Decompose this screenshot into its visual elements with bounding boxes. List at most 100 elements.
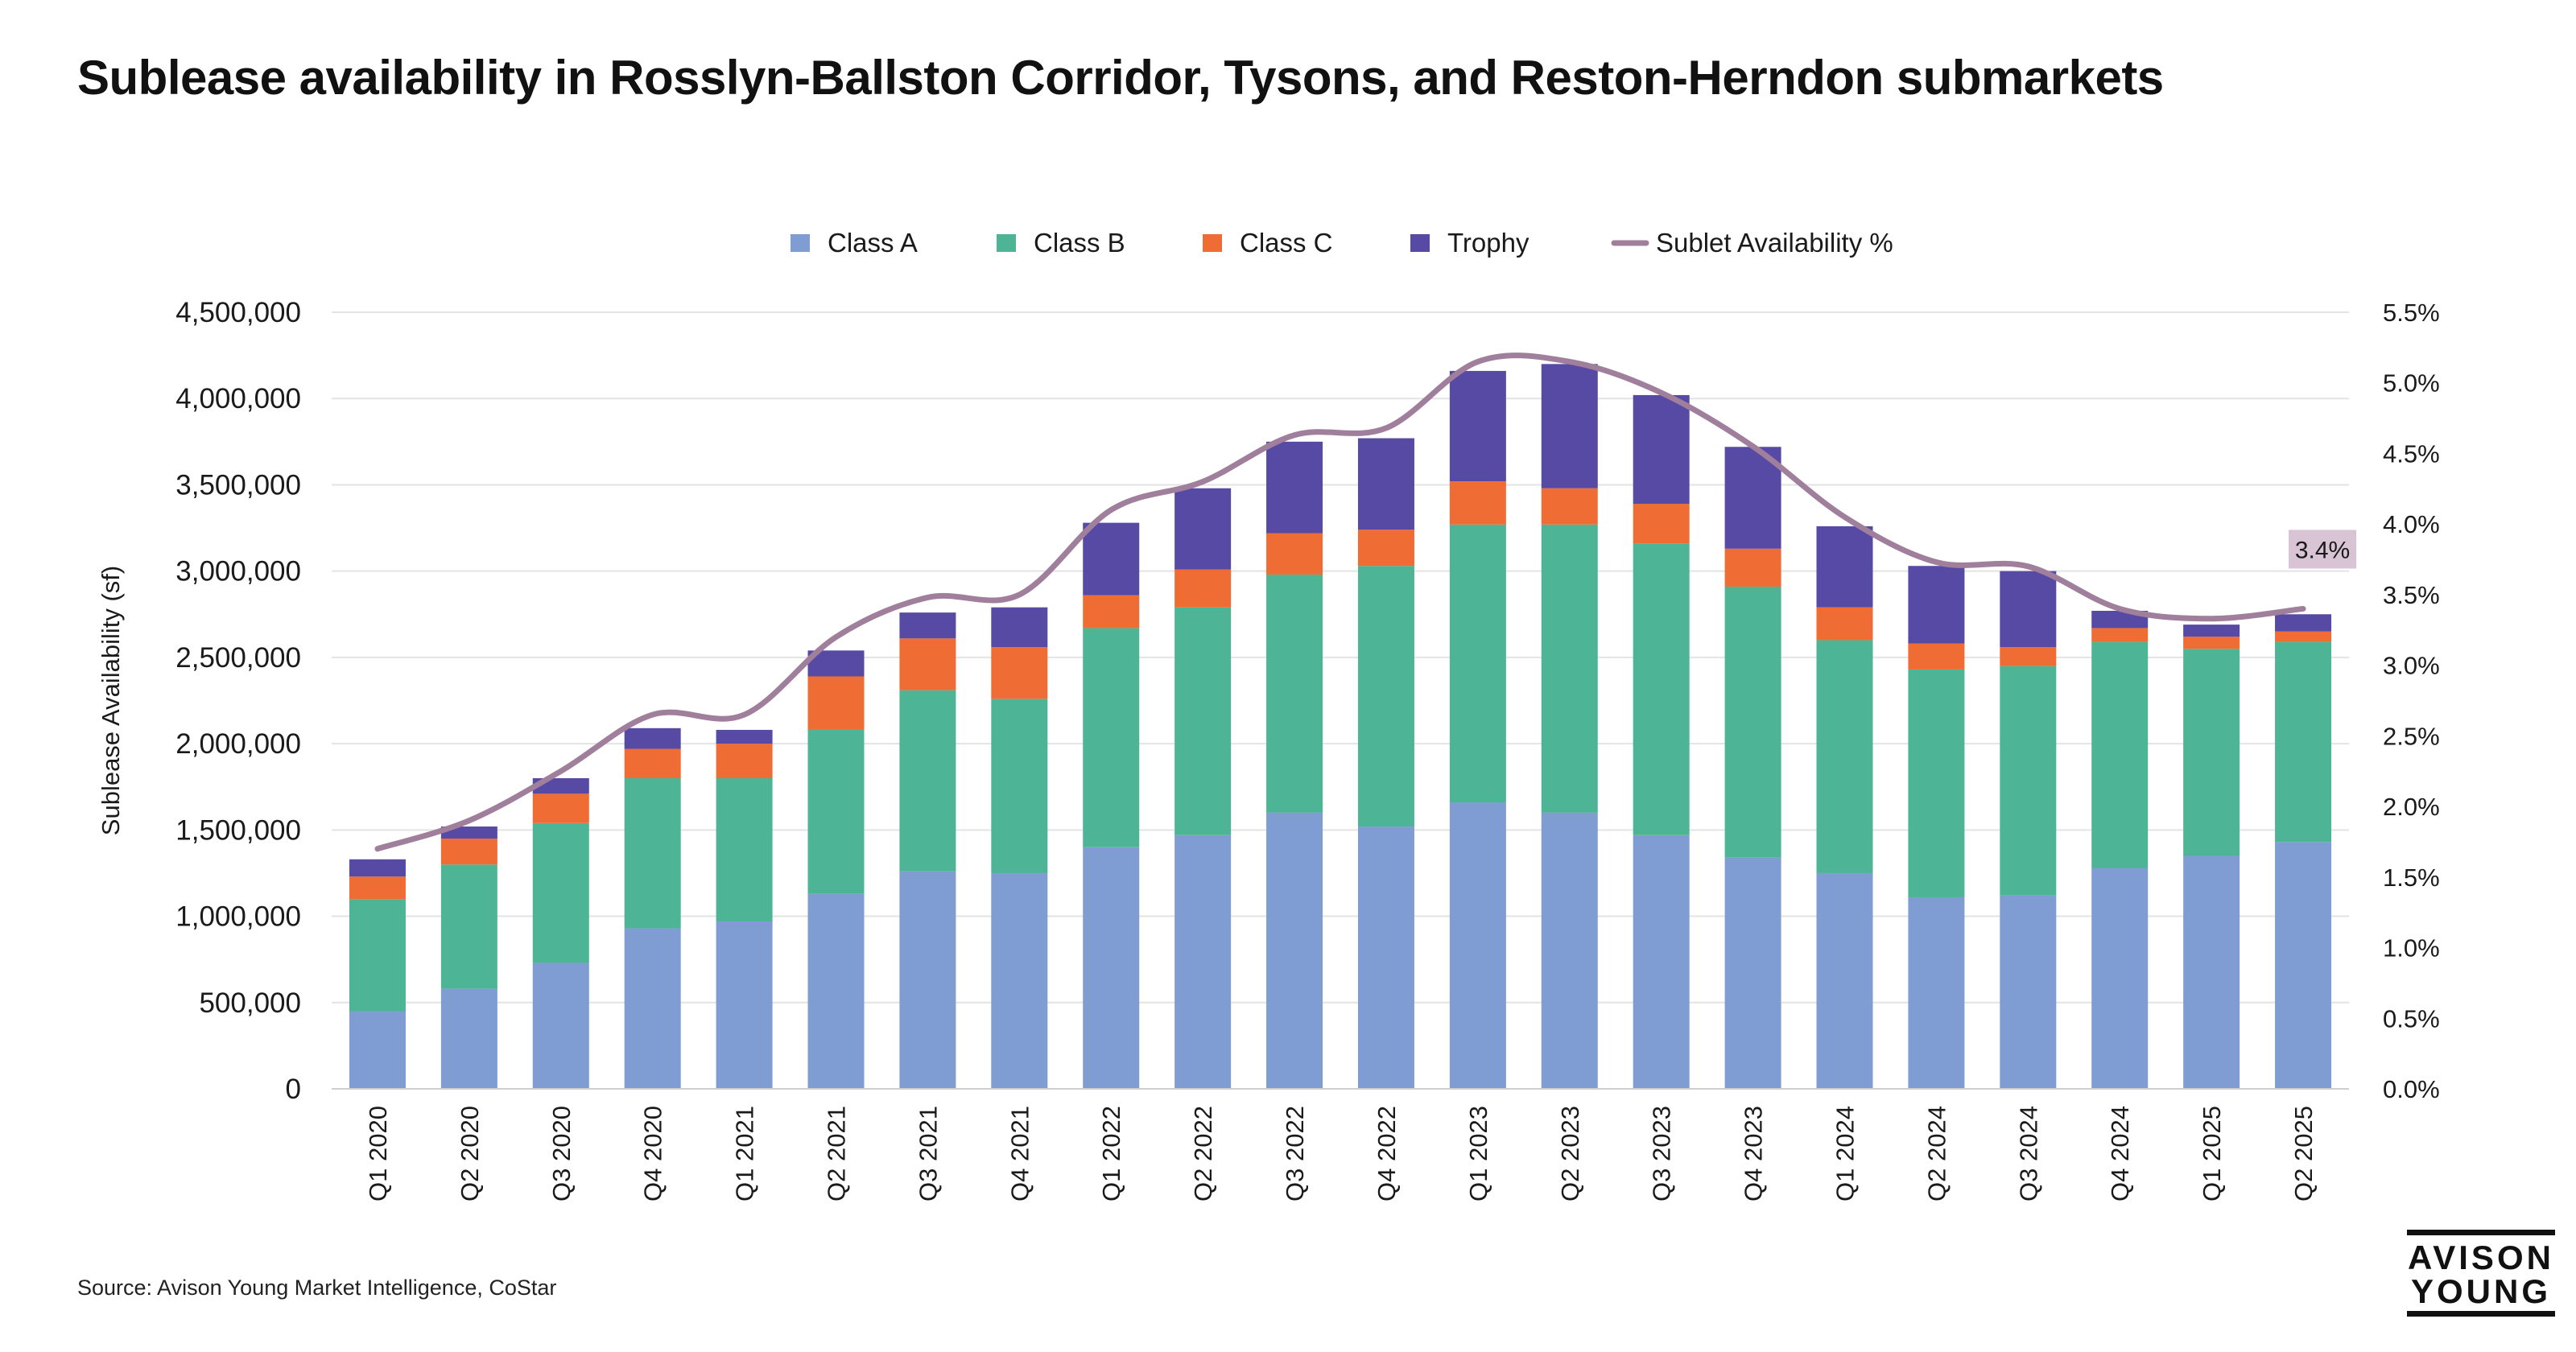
legend-label-class-b: Class B	[1034, 228, 1125, 258]
bar-class-a-q4-2023	[1724, 857, 1781, 1089]
x-tick-label: Q4 2023	[1740, 1106, 1768, 1202]
legend-label-trophy: Trophy	[1447, 228, 1530, 258]
y2-tick-label: 5.0%	[2383, 369, 2440, 398]
bar-class-b-q1-2021	[716, 778, 773, 921]
logo-word-2: YOUNG	[2410, 1272, 2551, 1310]
bar-class-b-q3-2020	[532, 822, 589, 963]
axes: 0 500,000 1,000,000 1,500,000 2,000,000 2,500…	[97, 297, 2440, 1202]
x-tick-label: Q4 2021	[1005, 1106, 1034, 1202]
bar-class-b-q3-2023	[1633, 543, 1690, 835]
bar-class-c-q1-2023	[1449, 481, 1506, 525]
y2-tick-label: 3.5%	[2383, 581, 2440, 609]
bar-class-a-q3-2023	[1633, 835, 1690, 1089]
chart-title: Sublease availability in Rosslyn-Ballsto…	[77, 51, 2164, 105]
x-tick-label: Q2 2023	[1556, 1106, 1584, 1202]
bar-class-c-q4-2021	[991, 647, 1048, 699]
bar-class-a-q3-2022	[1266, 812, 1323, 1089]
bar-class-b-q2-2024	[1908, 669, 1965, 897]
y2-tick-label: 1.5%	[2383, 864, 2440, 892]
bar-class-c-q1-2024	[1816, 607, 1873, 641]
bar-class-c-q1-2025	[2183, 637, 2240, 649]
bar-class-b-q4-2021	[991, 699, 1048, 873]
bar-class-a-q1-2025	[2183, 855, 2240, 1089]
bar-trophy-q3-2022	[1266, 441, 1323, 534]
bar-class-b-q4-2022	[1357, 566, 1414, 827]
bar-trophy-q1-2024	[1816, 526, 1873, 608]
bar-class-c-q3-2023	[1633, 504, 1690, 544]
avison-young-logo: AVISON YOUNG	[2407, 1230, 2555, 1317]
bar-class-c-q1-2020	[349, 876, 406, 900]
x-tick-label: Q2 2024	[1922, 1106, 1951, 1202]
y2-tick-label: 0.0%	[2383, 1075, 2440, 1103]
bar-class-a-q2-2025	[2275, 842, 2332, 1089]
sublet-availability-line	[374, 352, 2306, 852]
bar-class-c-q3-2020	[532, 793, 589, 823]
x-tick-label: Q1 2025	[2198, 1106, 2226, 1202]
bar-class-b-q2-2022	[1174, 607, 1232, 835]
y2-tick-label: 5.5%	[2383, 299, 2440, 327]
x-tick-label: Q1 2022	[1097, 1106, 1125, 1202]
bar-class-a-q4-2024	[2091, 868, 2149, 1089]
bar-class-c-q4-2020	[624, 748, 681, 778]
x-tick-label: Q2 2021	[823, 1106, 851, 1202]
bar-trophy-q3-2021	[899, 612, 956, 639]
y-tick-label: 2,500,000	[175, 642, 301, 674]
bar-trophy-q4-2021	[991, 607, 1048, 648]
bar-trophy-q3-2023	[1633, 394, 1690, 505]
bar-class-c-q2-2021	[807, 676, 865, 730]
annotation: 3.4%	[2289, 530, 2357, 569]
legend-label-class-a: Class A	[828, 228, 918, 258]
bar-class-c-q1-2022	[1083, 595, 1140, 629]
y-tick-label: 4,000,000	[175, 383, 301, 414]
x-tick-label: Q3 2024	[2014, 1106, 2042, 1202]
bar-class-c-q2-2024	[1908, 643, 1965, 670]
bar-class-b-q3-2024	[2000, 666, 2057, 896]
y-axis-title: Sublease Availability (sf)	[97, 566, 125, 835]
legend-swatch-class-c	[1203, 234, 1222, 252]
bar-class-a-q2-2024	[1908, 897, 1965, 1089]
x-tick-label: Q4 2020	[639, 1106, 667, 1202]
x-tick-label: Q2 2020	[456, 1106, 484, 1202]
bar-class-b-q4-2024	[2091, 641, 2149, 868]
bar-trophy-q2-2022	[1174, 488, 1232, 570]
y-tick-label: 3,000,000	[175, 556, 301, 587]
bar-class-a-q4-2020	[624, 928, 681, 1089]
x-tick-label: Q2 2025	[2289, 1106, 2318, 1202]
x-tick-label: Q1 2024	[1831, 1106, 1860, 1202]
bar-trophy-q4-2022	[1357, 438, 1414, 530]
y-tick-label: 3,500,000	[175, 469, 301, 501]
bar-trophy-q3-2024	[2000, 571, 2057, 648]
bar-class-a-q1-2021	[716, 921, 773, 1089]
x-tick-label: Q2 2022	[1189, 1106, 1217, 1202]
bar-class-a-q1-2023	[1449, 802, 1506, 1089]
bar-class-b-q1-2025	[2183, 649, 2240, 856]
x-tick-label: Q4 2022	[1373, 1106, 1401, 1202]
x-tick-label: Q1 2023	[1464, 1106, 1492, 1202]
bar-class-a-q2-2021	[807, 893, 865, 1089]
x-tick-label: Q3 2023	[1648, 1106, 1676, 1202]
bar-trophy-q2-2020	[440, 826, 497, 839]
y-tick-label: 4,500,000	[175, 297, 301, 328]
bar-class-a-q1-2022	[1083, 847, 1140, 1089]
bar-class-b-q3-2022	[1266, 574, 1323, 813]
legend-swatch-class-b	[997, 234, 1016, 252]
bar-class-b-q1-2022	[1083, 628, 1140, 847]
bar-class-a-q2-2023	[1541, 812, 1598, 1089]
bars	[349, 364, 2332, 1089]
bar-trophy-q1-2021	[716, 729, 773, 744]
source-note: Source: Avison Young Market Intelligence…	[77, 1276, 557, 1300]
annotation-label: 3.4%	[2295, 537, 2350, 563]
bar-class-b-q2-2020	[440, 864, 497, 989]
bar-class-c-q4-2022	[1357, 530, 1414, 567]
bar-trophy-q2-2024	[1908, 566, 1965, 644]
bar-class-b-q4-2020	[624, 778, 681, 929]
y-tick-label: 2,000,000	[175, 728, 301, 760]
legend-swatch-class-a	[791, 234, 810, 252]
legend-label-class-c: Class C	[1240, 228, 1333, 258]
x-tick-label: Q3 2022	[1281, 1106, 1309, 1202]
bar-class-c-q1-2021	[716, 744, 773, 778]
y-tick-label: 1,500,000	[175, 814, 301, 846]
bar-class-a-q2-2020	[440, 988, 497, 1089]
bar-class-a-q1-2024	[1816, 872, 1873, 1089]
